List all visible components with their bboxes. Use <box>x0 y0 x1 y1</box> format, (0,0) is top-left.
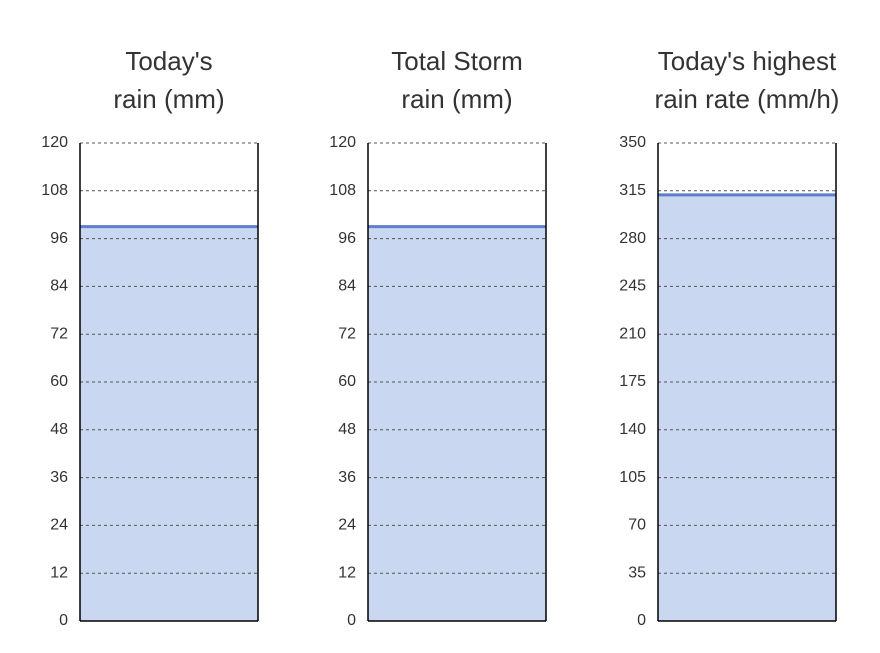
y-tick-label: 70 <box>628 517 646 534</box>
chart-title: Today's <box>125 46 212 76</box>
y-tick-label: 0 <box>347 612 356 629</box>
y-tick-label: 280 <box>619 230 646 247</box>
y-tick-label: 210 <box>619 325 646 342</box>
y-tick-label: 36 <box>50 469 68 486</box>
y-tick-label: 84 <box>338 278 356 295</box>
y-tick-label: 120 <box>41 134 68 151</box>
y-tick-label: 96 <box>338 230 356 247</box>
y-tick-label: 60 <box>50 373 68 390</box>
y-tick-label: 350 <box>619 134 646 151</box>
chart-title: rain (mm) <box>401 84 512 114</box>
chart-title: Today's highest <box>658 46 837 76</box>
y-tick-label: 245 <box>619 278 646 295</box>
y-tick-label: 12 <box>50 564 68 581</box>
y-tick-label: 35 <box>628 564 646 581</box>
y-tick-label: 84 <box>50 278 68 295</box>
y-tick-label: 48 <box>338 421 356 438</box>
y-tick-label: 0 <box>59 612 68 629</box>
chart-title: rain rate (mm/h) <box>655 84 840 114</box>
bar <box>658 194 836 621</box>
y-tick-label: 108 <box>329 182 356 199</box>
gauge-chart: Today's highest rain rate (mm/h) 0 35 70 105 1… <box>619 46 839 629</box>
y-tick-label: 12 <box>338 564 356 581</box>
y-tick-label: 48 <box>50 421 68 438</box>
y-tick-label: 24 <box>50 517 68 534</box>
y-tick-label: 175 <box>619 373 646 390</box>
y-tick-label: 105 <box>619 469 646 486</box>
y-tick-label: 60 <box>338 373 356 390</box>
y-tick-label: 72 <box>50 325 68 342</box>
y-tick-label: 108 <box>41 182 68 199</box>
chart-title: rain (mm) <box>113 84 224 114</box>
y-tick-label: 315 <box>619 182 646 199</box>
y-tick-label: 36 <box>338 469 356 486</box>
gauge-chart: Total Storm rain (mm) 0 12 24 36 48 60 72 84 96 108… <box>329 46 547 629</box>
y-tick-label: 72 <box>338 325 356 342</box>
chart-title: Total Storm <box>391 46 523 76</box>
y-tick-label: 140 <box>619 421 646 438</box>
y-tick-label: 120 <box>329 134 356 151</box>
gauge-chart: Today's rain (mm) 0 12 24 36 48 60 72 84 96 108 120 <box>41 46 259 629</box>
bar <box>80 226 258 621</box>
y-tick-label: 96 <box>50 230 68 247</box>
bar <box>368 226 546 621</box>
y-tick-label: 24 <box>338 517 356 534</box>
y-tick-label: 0 <box>637 612 646 629</box>
